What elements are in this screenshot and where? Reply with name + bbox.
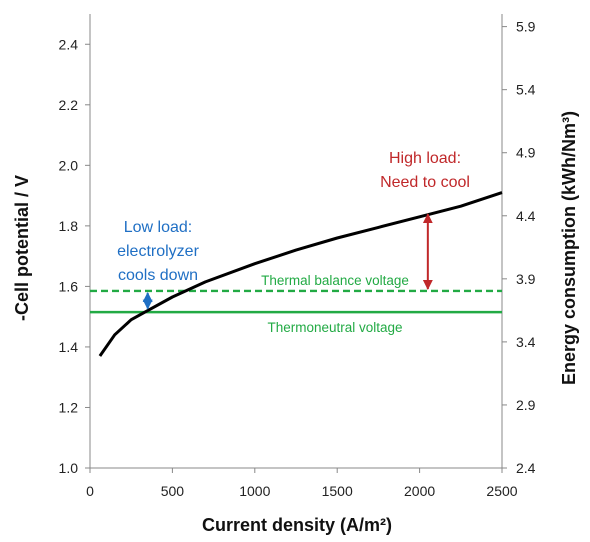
thermal-balance-label: Thermal balance voltage	[261, 273, 409, 288]
y2-tick-label: 4.9	[516, 145, 536, 161]
low-load-annotation: cools down	[118, 267, 198, 284]
x-axis-ticks: 0 500 1000 1500 2000 2500	[86, 468, 518, 499]
thermoneutral-label: Thermoneutral voltage	[267, 320, 402, 335]
y-tick-label: 1.8	[59, 218, 79, 234]
annotations-layer: High load: Need to cool Low load: electroly…	[117, 150, 470, 310]
y-tick-label: 1.2	[59, 399, 79, 415]
x-tick-label: 2500	[486, 483, 517, 499]
y2-tick-label: 3.9	[516, 271, 536, 287]
y-tick-label: 1.6	[59, 278, 79, 294]
y-axis-title: -Cell potential / V	[12, 175, 32, 321]
low-load-annotation: electrolyzer	[117, 243, 199, 260]
y2-tick-label: 4.4	[516, 208, 536, 224]
y2-tick-label: 2.9	[516, 397, 536, 413]
high-load-annotation: High load:	[389, 150, 461, 167]
high-load-annotation: Need to cool	[380, 174, 470, 191]
x-tick-label: 0	[86, 483, 94, 499]
y2-tick-label: 2.4	[516, 460, 536, 476]
y-tick-label: 2.4	[59, 36, 79, 52]
x-tick-label: 1000	[239, 483, 270, 499]
secondary-y-axis-ticks: 2.4 2.9 3.4 3.9 4.4 4.9 5.4 5.9	[502, 19, 536, 476]
secondary-y-axis-title: Energy consumption (kWh/Nm³)	[559, 111, 579, 385]
y2-tick-label: 5.4	[516, 82, 536, 98]
low-load-annotation: Low load:	[124, 219, 193, 236]
y-axis-ticks: 1.0 1.2 1.4 1.6 1.8 2.0 2.2 2.4	[59, 36, 90, 476]
y-tick-label: 1.4	[59, 339, 79, 355]
y2-tick-label: 3.4	[516, 334, 536, 350]
y2-tick-label: 5.9	[516, 19, 536, 35]
x-axis-title: Current density (A/m²)	[202, 515, 392, 535]
x-tick-label: 2000	[404, 483, 435, 499]
x-tick-label: 500	[161, 483, 185, 499]
x-tick-label: 1500	[322, 483, 353, 499]
series-layer	[98, 191, 503, 357]
cell-potential-curve	[98, 191, 503, 357]
y-tick-label: 2.0	[59, 157, 79, 173]
reference-lines: Thermal balance voltage Thermoneutral vol…	[90, 273, 502, 335]
y-tick-label: 2.2	[59, 97, 79, 113]
y-tick-label: 1.0	[59, 460, 79, 476]
